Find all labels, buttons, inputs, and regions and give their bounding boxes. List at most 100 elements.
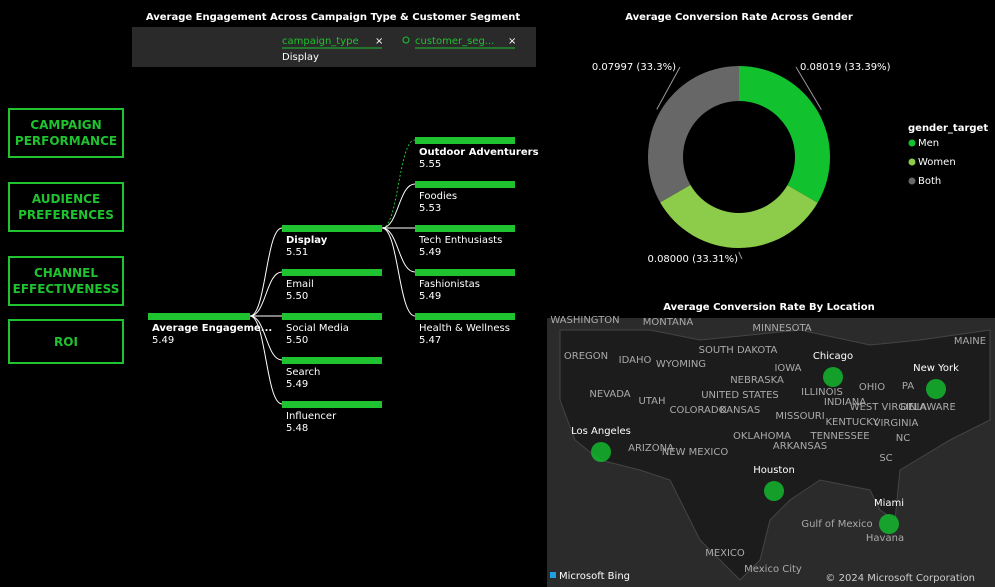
map-label: DELAWARE [900, 402, 956, 413]
legend-label[interactable]: Men [918, 138, 939, 149]
node-label: Health & Wellness [419, 323, 510, 334]
nav-button[interactable]: CAMPAIGN PERFORMANCE [8, 108, 124, 158]
city-label: Los Angeles [571, 426, 631, 437]
map-label: UNITED STATES [701, 390, 779, 401]
node-value: 5.49 [419, 247, 441, 258]
map-label: OHIO [859, 382, 885, 393]
node-value: 5.51 [286, 247, 308, 258]
city-label: Miami [874, 498, 904, 509]
tree-bar[interactable] [415, 313, 515, 320]
map-label: ARIZONA [628, 443, 674, 454]
filter-field[interactable]: campaign_type [282, 36, 359, 47]
leader-line [795, 66, 822, 110]
node-label: Email [286, 279, 314, 290]
data-label: 0.08000 (33.31%) [648, 254, 739, 265]
tree-title: Average Engagement Across Campaign Type … [146, 12, 521, 23]
map-label: TENNESSEE [809, 431, 869, 442]
map-label: INDIANA [824, 397, 866, 408]
tree-bar[interactable] [282, 225, 382, 232]
tree-link [249, 315, 283, 361]
legend-label[interactable]: Both [918, 176, 941, 187]
bing-logo [550, 572, 556, 578]
filter-field[interactable]: customer_seg... [415, 36, 494, 47]
city-bubble[interactable] [823, 367, 843, 387]
city-bubble[interactable] [591, 442, 611, 462]
filter-close[interactable]: × [508, 36, 516, 47]
nav-button[interactable]: CHANNEL EFFECTIVENESS [8, 256, 124, 306]
city-bubble[interactable] [764, 481, 784, 501]
map-label: UTAH [638, 396, 665, 407]
legend-label[interactable]: Women [918, 157, 956, 168]
map-label: MONTANA [643, 317, 694, 328]
leader-line [656, 66, 681, 110]
map-label: Mexico City [744, 564, 802, 575]
node-label: Foodies [419, 191, 457, 202]
city-label: Houston [753, 465, 795, 476]
nav-button[interactable]: ROI [8, 319, 124, 364]
tree-bar[interactable] [282, 269, 382, 276]
map-label: MINNESOTA [752, 323, 811, 334]
tree-link [249, 271, 283, 317]
attribution: Microsoft Bing [559, 571, 630, 582]
legend-swatch [908, 139, 916, 147]
map-label: KENTUCKY [825, 417, 879, 428]
map-label: Gulf of Mexico [801, 519, 872, 530]
filter-icon [402, 36, 410, 44]
node-label: Tech Enthusiasts [418, 235, 502, 246]
map-label: NEVADA [589, 389, 630, 400]
map-label: MAINE [954, 336, 986, 347]
tree-bar[interactable] [282, 313, 382, 320]
map-label: SC [879, 453, 892, 464]
map-label: NEBRASKA [730, 375, 784, 386]
tree-bar[interactable] [282, 357, 382, 364]
map-label: ILLINOIS [801, 387, 843, 398]
city-bubble[interactable] [879, 514, 899, 534]
data-label: 0.08019 (33.39%) [800, 62, 891, 73]
legend-title: gender_target [908, 123, 988, 134]
data-label: 0.07997 (33.3%) [592, 62, 676, 73]
tree-link [381, 139, 416, 229]
node-value: 5.50 [286, 291, 308, 302]
tree-link [381, 227, 416, 273]
map-label: WEST VIRGINIA [850, 402, 927, 413]
tree-bar[interactable] [282, 401, 382, 408]
city-bubble[interactable] [926, 379, 946, 399]
map-label: KANSAS [720, 405, 760, 416]
tree-bar[interactable] [415, 269, 515, 276]
node-value: 5.47 [419, 335, 441, 346]
map-label: OKLAHOMA [733, 431, 791, 442]
tree-bar[interactable] [415, 225, 515, 232]
legend-swatch [908, 177, 916, 185]
node-value: 5.55 [419, 159, 441, 170]
node-value: 5.49 [419, 291, 441, 302]
filter-value: Display [282, 52, 319, 63]
map-label: WASHINGTON [550, 315, 619, 326]
node-label: Outdoor Adventurers [419, 147, 539, 158]
map-label: IDAHO [619, 355, 652, 366]
tree-link [381, 227, 416, 317]
map-label: Havana [866, 533, 904, 544]
city-label: Chicago [813, 351, 853, 362]
map-label: WYOMING [656, 359, 706, 370]
map-label: PA [902, 381, 914, 392]
donut-slice[interactable] [739, 66, 830, 203]
donut-slice[interactable] [648, 66, 739, 203]
filter-card [132, 27, 536, 67]
node-value: 5.50 [286, 335, 308, 346]
tree-bar[interactable] [415, 181, 515, 188]
node-value: 5.53 [419, 203, 441, 214]
node-label: Average Engageme... [152, 323, 272, 334]
map-label: NC [896, 433, 910, 444]
nav-button[interactable]: AUDIENCE PREFERENCES [8, 182, 124, 232]
map-label: MISSOURI [775, 411, 824, 422]
donut-slice[interactable] [660, 184, 818, 249]
node-label: Influencer [286, 411, 337, 422]
tree-bar[interactable] [415, 137, 515, 144]
map-title: Average Conversion Rate By Location [663, 302, 874, 313]
tree-bar[interactable] [148, 313, 250, 320]
filter-close[interactable]: × [375, 36, 383, 47]
map-label: COLORADO [670, 405, 727, 416]
node-label: Search [286, 367, 320, 378]
